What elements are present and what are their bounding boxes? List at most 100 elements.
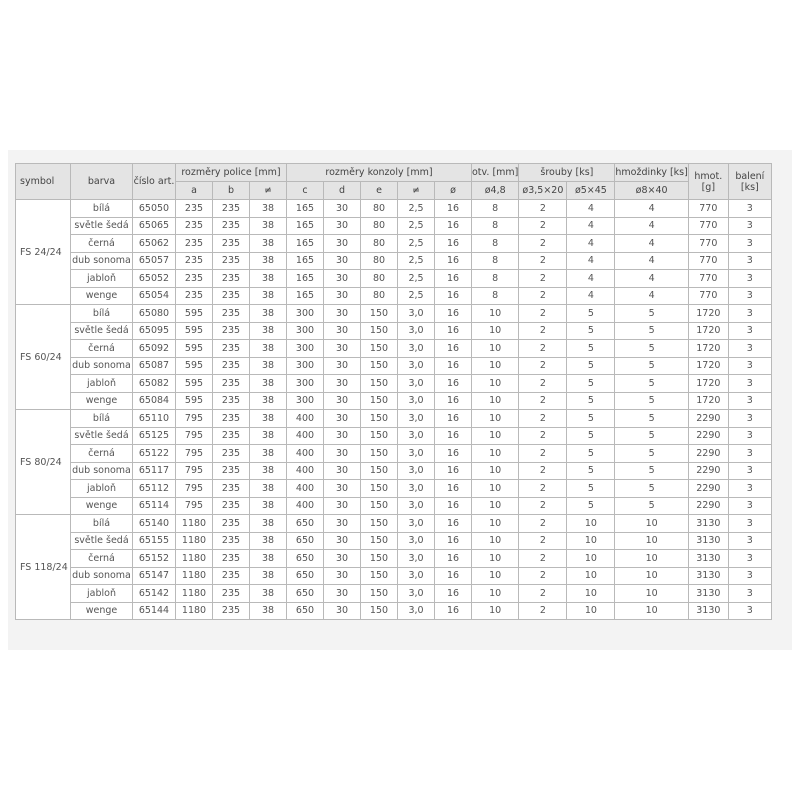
table-cell: 5 <box>566 479 616 498</box>
table-cell: 150 <box>360 549 398 568</box>
table-cell: 2 <box>518 584 568 603</box>
table-cell: 10 <box>470 461 520 480</box>
table-cell: 795 <box>175 426 213 445</box>
table-cell: 16 <box>434 496 472 515</box>
table-cell: jabloň <box>70 479 133 498</box>
table-cell: 5 <box>614 339 689 358</box>
table-cell: 10 <box>470 584 520 603</box>
table-cell: 1180 <box>175 531 213 550</box>
table-cell: 30 <box>323 409 361 428</box>
table-cell: 235 <box>212 321 250 340</box>
table-cell: 16 <box>434 549 472 568</box>
table-cell: černá <box>70 339 133 358</box>
table-cell: světle šedá <box>70 321 133 340</box>
table-cell: 1180 <box>175 601 213 620</box>
table-cell: 770 <box>687 234 729 253</box>
table-cell: 5 <box>614 479 689 498</box>
table-cell: 235 <box>212 444 250 463</box>
table-cell: 3 <box>727 601 772 620</box>
table-cell: 235 <box>212 269 250 288</box>
header-srouby: šrouby [ks] <box>518 163 616 182</box>
table-cell: 2 <box>518 356 568 375</box>
table-cell: 150 <box>360 444 398 463</box>
table-cell: 795 <box>175 479 213 498</box>
table-cell: 65087 <box>132 356 176 375</box>
table-cell: 10 <box>470 339 520 358</box>
table-cell: 150 <box>360 514 398 533</box>
table-cell: 80 <box>360 216 398 235</box>
table-cell: 235 <box>212 601 250 620</box>
table-cell: 150 <box>360 601 398 620</box>
table-cell: 2 <box>518 531 568 550</box>
table-cell: 1720 <box>687 391 729 410</box>
table-cell: 300 <box>286 391 324 410</box>
table-cell: 8 <box>470 251 520 270</box>
table-cell: 795 <box>175 409 213 428</box>
table-cell: 1180 <box>175 566 213 585</box>
table-cell: 3 <box>727 496 772 515</box>
table-cell: 1720 <box>687 374 729 393</box>
table-cell: bílá <box>70 514 133 533</box>
table-cell: 65095 <box>132 321 176 340</box>
table-cell: 400 <box>286 479 324 498</box>
table-cell: 16 <box>434 566 472 585</box>
table-row: jabloň 65112 795 235 38 400 30 150 3,0 16 10 2 5 5 229… <box>16 479 772 498</box>
table-cell: 38 <box>249 566 287 585</box>
table-cell: 10 <box>614 601 689 620</box>
table-cell: 400 <box>286 496 324 515</box>
table-cell: 5 <box>566 304 616 323</box>
subheader: ø8×40 <box>614 181 689 200</box>
table-cell: 5 <box>566 356 616 375</box>
table-cell: 65125 <box>132 426 176 445</box>
table-cell: 38 <box>249 391 287 410</box>
table-cell: 65080 <box>132 304 176 323</box>
header-barva: barva <box>70 163 133 200</box>
table-cell: 3130 <box>687 514 729 533</box>
table-cell: 235 <box>212 339 250 358</box>
table-cell: 3,0 <box>397 339 435 358</box>
table-cell: 10 <box>566 601 616 620</box>
table-cell: 65110 <box>132 409 176 428</box>
table-cell: 3,0 <box>397 461 435 480</box>
table-cell: 65092 <box>132 339 176 358</box>
table-cell: 38 <box>249 321 287 340</box>
table-cell: 2 <box>518 269 568 288</box>
table-cell: 3,0 <box>397 391 435 410</box>
subheader: ø5×45 <box>566 181 616 200</box>
table-cell: 235 <box>212 409 250 428</box>
table-cell: 30 <box>323 584 361 603</box>
table-row: wenge 65114 795 235 38 400 30 150 3,0 16 10 2 5 5 2290… <box>16 496 772 515</box>
table-cell: 235 <box>212 286 250 305</box>
table-cell: 235 <box>175 251 213 270</box>
header-baleni: balení [ks] <box>727 163 772 200</box>
table-row: FS 24/24 bílá 65050 235 235 38 165 30 80 2,5 16 8 2 4… <box>15 199 772 305</box>
table-cell: 65057 <box>132 251 176 270</box>
table-cell: 3,0 <box>397 496 435 515</box>
table-cell: 30 <box>323 479 361 498</box>
table-cell: 16 <box>434 514 472 533</box>
table-cell: 3 <box>727 286 772 305</box>
table-cell: 3 <box>727 339 772 358</box>
table-cell: 4 <box>614 251 689 270</box>
table-cell: 3 <box>727 531 772 550</box>
table-cell: 10 <box>566 514 616 533</box>
table-cell: 65054 <box>132 286 176 305</box>
table-cell: 30 <box>323 269 361 288</box>
table-cell: 300 <box>286 374 324 393</box>
table-cell: 150 <box>360 374 398 393</box>
table-cell: 38 <box>249 444 287 463</box>
product-spec-table: symbol barva číslo art. rozměry police [… <box>15 163 772 620</box>
table-cell: světle šedá <box>70 531 133 550</box>
table-cell: světle šedá <box>70 216 133 235</box>
table-cell: 65114 <box>132 496 176 515</box>
table-cell: 1180 <box>175 549 213 568</box>
table-cell: 38 <box>249 496 287 515</box>
table-cell: 38 <box>249 601 287 620</box>
table-cell: 4 <box>614 269 689 288</box>
table-cell: 300 <box>286 339 324 358</box>
table-cell: 650 <box>286 566 324 585</box>
table-cell: 10 <box>566 531 616 550</box>
subheader: ø <box>434 181 472 200</box>
table-cell: 30 <box>323 601 361 620</box>
table-cell: 3 <box>727 199 772 218</box>
